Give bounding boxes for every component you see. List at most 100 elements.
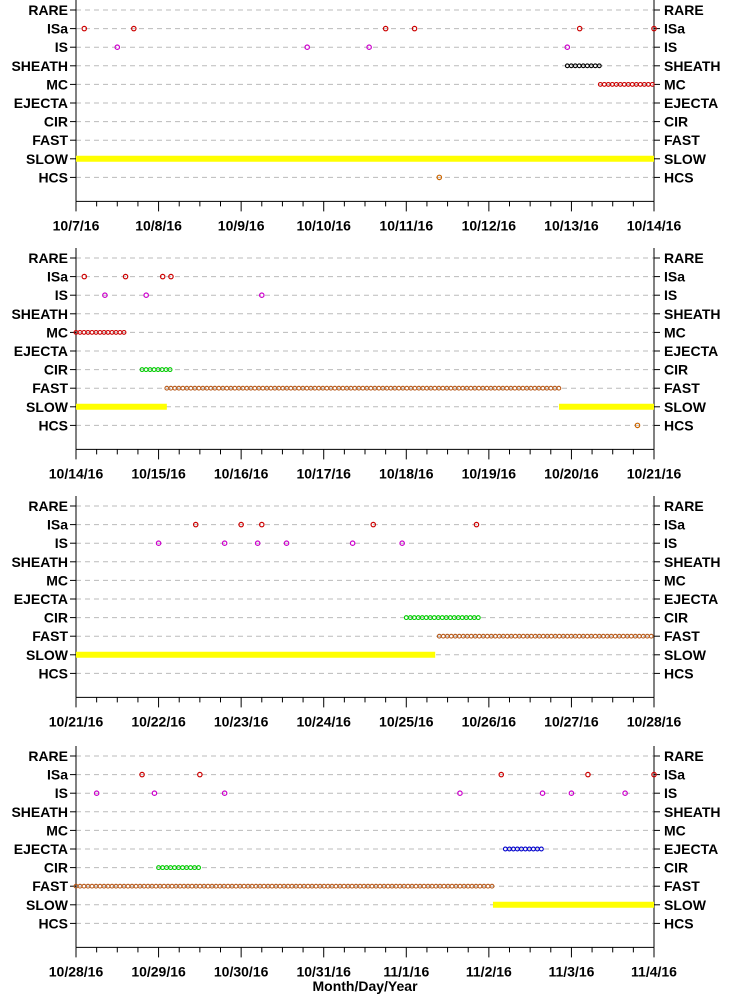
interval-marker (143, 367, 149, 373)
interval-cir (156, 865, 202, 871)
y-label-left: SHEATH (11, 58, 68, 74)
x-tick-label: 10/28/16 (627, 713, 682, 729)
interval-fast (436, 633, 654, 639)
x-tick-label: 10/7/16 (53, 217, 100, 233)
point-isa (411, 25, 418, 32)
point-is (143, 292, 149, 299)
interval-fast (164, 385, 562, 391)
point-isa (258, 521, 265, 528)
y-label-left: CIR (44, 610, 68, 626)
y-label-left: SHEATH (11, 306, 68, 322)
y-label-left: CIR (44, 362, 68, 378)
interval-marker (125, 883, 131, 889)
point-isa (498, 771, 505, 778)
interval-marker (584, 63, 590, 69)
y-label-left: HCS (38, 915, 68, 931)
interval-marker (476, 633, 482, 639)
y-label-right: RARE (664, 2, 704, 18)
x-tick-label: 10/20/16 (544, 465, 599, 481)
y-label-right: ISa (664, 269, 685, 285)
y-label-left: IS (55, 785, 68, 801)
x-tick-label: 10/12/16 (462, 217, 517, 233)
interval-marker (548, 633, 554, 639)
point-isa (192, 521, 199, 528)
x-tick-label: 10/24/16 (296, 713, 351, 729)
x-tick-label: 10/8/16 (135, 217, 182, 233)
point-isa (122, 273, 129, 280)
interval-marker (233, 883, 239, 889)
x-tick-label: 10/10/16 (296, 217, 351, 233)
y-label-left: IS (55, 535, 68, 551)
point-is (93, 790, 100, 797)
interval-marker (629, 81, 635, 87)
point-is (457, 790, 463, 797)
point-is (349, 540, 356, 547)
y-label-right: EJECTA (664, 95, 718, 111)
x-tick-label: 10/21/16 (627, 465, 682, 481)
point-is (564, 44, 571, 51)
point-isa (473, 521, 480, 528)
interval-marker (530, 846, 536, 852)
interval-marker (121, 329, 127, 335)
x-tick-label: 10/21/16 (49, 713, 104, 729)
point-isa (197, 771, 203, 778)
y-label-right: EJECTA (664, 591, 718, 607)
x-tick-label: 10/26/16 (462, 713, 517, 729)
interval-marker (431, 615, 437, 621)
interval-marker (305, 883, 311, 889)
x-tick-label: 10/29/16 (131, 963, 186, 979)
interval-marker (341, 883, 347, 889)
point-isa (370, 521, 377, 528)
y-label-left: RARE (28, 250, 68, 266)
x-tick-label: 10/18/16 (379, 465, 434, 481)
point-isa (585, 771, 591, 778)
interval-marker (440, 633, 446, 639)
y-label-right: FAST (664, 380, 700, 396)
interval-fast (73, 883, 495, 889)
interval-marker (89, 329, 95, 335)
interval-cir (139, 367, 173, 373)
interval-marker (620, 633, 626, 639)
y-label-left: CIR (44, 114, 68, 130)
y-label-left: IS (55, 287, 68, 303)
y-label-right: SLOW (664, 897, 707, 913)
x-tick-label: 10/14/16 (627, 217, 682, 233)
point-hcs (436, 174, 443, 181)
x-tick-label: 11/4/16 (631, 963, 677, 979)
x-tick-label: 11/2/16 (466, 963, 512, 979)
interval-marker (440, 385, 446, 391)
point-is (622, 790, 628, 797)
y-label-right: MC (664, 324, 686, 340)
interval-marker (467, 615, 473, 621)
y-label-left: SLOW (26, 399, 69, 415)
interval-marker (512, 385, 518, 391)
point-is (155, 540, 162, 547)
y-label-right: SHEATH (664, 804, 721, 820)
y-label-left: SLOW (26, 647, 69, 663)
y-label-right: IS (664, 785, 677, 801)
y-label-right: RARE (664, 250, 704, 266)
interval-marker (512, 633, 518, 639)
y-label-right: HCS (664, 417, 694, 433)
point-is (102, 292, 108, 299)
interval-marker (260, 385, 266, 391)
interval-marker (502, 846, 508, 852)
y-label-left: EJECTA (14, 95, 68, 111)
interval-marker (548, 385, 554, 391)
y-label-left: RARE (28, 498, 68, 514)
y-label-right: FAST (664, 628, 700, 644)
panel-1: RARE RARE ISa ISa IS IS SHEATH SHEATH MC MC EJECTA… (11, 0, 721, 233)
interval-marker (649, 81, 655, 87)
x-tick-label: 10/30/16 (214, 963, 269, 979)
y-label-left: MC (46, 822, 68, 838)
y-label-left: IS (55, 39, 68, 55)
y-label-right: ISa (664, 767, 685, 783)
y-label-right: SHEATH (664, 306, 721, 322)
y-label-left: SHEATH (11, 554, 68, 570)
interval-marker (188, 385, 194, 391)
interval-marker (413, 883, 419, 889)
point-is (399, 540, 405, 547)
y-label-left: EJECTA (14, 343, 68, 359)
point-isa (651, 771, 657, 778)
